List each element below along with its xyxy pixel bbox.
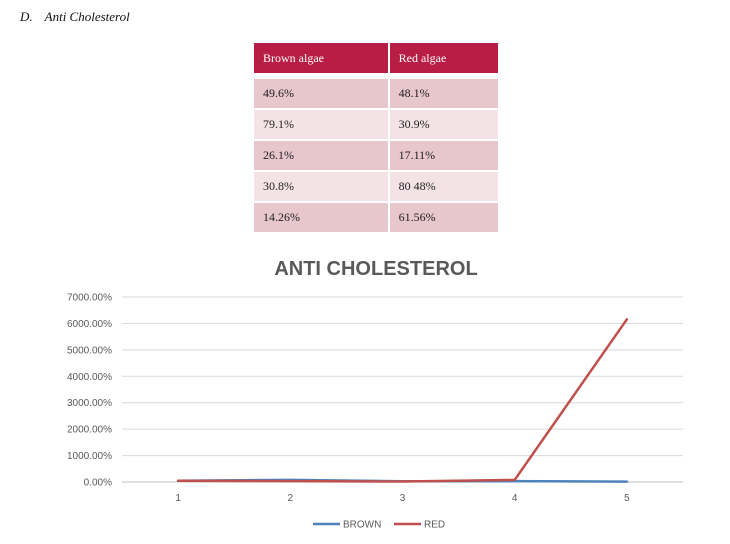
- cell-brown: 30.8%: [254, 170, 390, 202]
- x-tick-label: 3: [400, 493, 406, 504]
- table-header-row: Brown algae Red algae: [254, 43, 498, 73]
- x-tick-label: 2: [288, 493, 294, 504]
- series-line-red: [176, 318, 629, 483]
- x-tick-label: 5: [624, 493, 630, 504]
- x-tick-label: 4: [512, 493, 518, 504]
- chart-title: ANTI CHOLESTEROL: [274, 258, 477, 280]
- y-tick-label: 5000.00%: [67, 345, 112, 356]
- header-red-algae: Red algae: [388, 43, 498, 73]
- table-row: 26.1% 17.11%: [254, 139, 498, 171]
- header-brown-algae: Brown algae: [254, 43, 390, 73]
- cell-red: 17.11%: [388, 139, 498, 171]
- y-axis-ticks: 0.00% 1000.00% 2000.00% 3000.00% 4000.00% 500…: [67, 293, 112, 489]
- table-row: 49.6% 48.1%: [254, 77, 498, 109]
- table-row: 79.1% 30.9%: [254, 108, 498, 140]
- y-tick-label: 1000.00%: [67, 451, 112, 462]
- table-row: 30.8% 80 48%: [254, 170, 498, 202]
- chart-gridlines: [122, 296, 683, 483]
- legend-label-brown: BROWN: [343, 520, 381, 531]
- y-tick-label: 4000.00%: [67, 372, 112, 383]
- legend-label-red: RED: [424, 520, 445, 531]
- cell-red: 80 48%: [388, 170, 498, 202]
- x-axis-ticks: 1 2 3 4 5: [175, 493, 630, 504]
- x-tick-label: 1: [175, 493, 181, 504]
- chart-series: [176, 318, 629, 483]
- cell-red: 48.1%: [388, 77, 498, 109]
- algae-table: Brown algae Red algae 49.6% 48.1% 79.1% …: [254, 43, 498, 232]
- section-letter: D.: [20, 9, 33, 24]
- section-title: Anti Cholesterol: [44, 9, 130, 24]
- chart-legend: BROWN RED: [313, 520, 445, 531]
- y-tick-label: 6000.00%: [67, 319, 112, 330]
- cell-brown: 79.1%: [254, 108, 390, 140]
- section-heading: D. Anti Cholesterol: [20, 9, 142, 25]
- cell-red: 30.9%: [388, 108, 498, 140]
- table-row: 14.26% 61.56%: [254, 201, 498, 232]
- y-tick-label: 7000.00%: [67, 293, 112, 304]
- cell-brown: 49.6%: [254, 77, 390, 109]
- cell-brown: 26.1%: [254, 139, 390, 171]
- y-tick-label: 0.00%: [84, 478, 112, 489]
- y-tick-label: 3000.00%: [67, 398, 112, 409]
- y-tick-label: 2000.00%: [67, 425, 112, 436]
- cell-brown: 14.26%: [254, 201, 390, 232]
- cell-red: 61.56%: [388, 201, 498, 232]
